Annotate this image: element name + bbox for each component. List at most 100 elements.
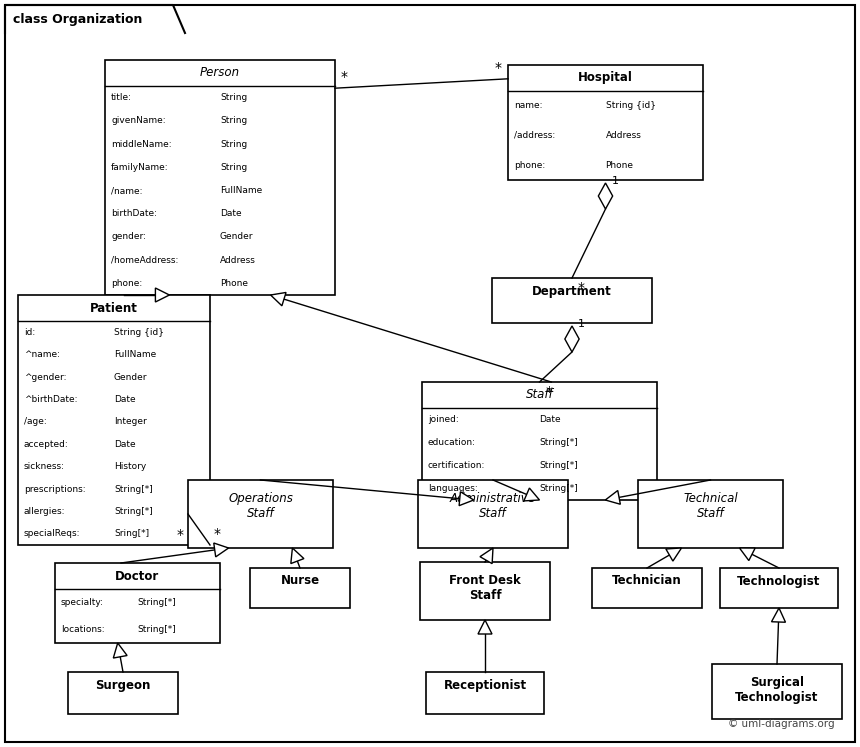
Polygon shape <box>480 548 493 564</box>
Bar <box>638 480 783 548</box>
Text: String: String <box>220 93 248 102</box>
Polygon shape <box>771 608 785 622</box>
Polygon shape <box>214 543 229 557</box>
Text: FullName: FullName <box>114 350 157 359</box>
Polygon shape <box>114 643 127 658</box>
Text: Date: Date <box>114 440 136 449</box>
Text: specialty:: specialty: <box>61 598 104 607</box>
Text: String[*]: String[*] <box>114 485 153 494</box>
Text: Date: Date <box>114 395 136 404</box>
Text: familyName:: familyName: <box>111 163 169 172</box>
Polygon shape <box>271 293 286 306</box>
Text: Phone: Phone <box>220 279 248 288</box>
Text: 1: 1 <box>611 176 618 186</box>
Text: String[*]: String[*] <box>539 461 578 470</box>
Bar <box>420 562 550 620</box>
Text: FullName: FullName <box>220 186 262 195</box>
Text: Doctor: Doctor <box>115 569 160 583</box>
Bar <box>418 480 568 548</box>
Text: String[*]: String[*] <box>138 625 176 634</box>
Text: Patient: Patient <box>90 302 138 314</box>
Text: specialReqs:: specialReqs: <box>24 530 81 539</box>
Text: gender:: gender: <box>111 232 146 241</box>
Text: Date: Date <box>539 415 561 424</box>
Text: Person: Person <box>200 66 240 79</box>
Text: Operations
Staff: Operations Staff <box>228 492 293 520</box>
Bar <box>592 568 702 608</box>
Text: String {id}: String {id} <box>605 102 655 111</box>
Text: birthDate:: birthDate: <box>111 209 157 218</box>
Text: prescriptions:: prescriptions: <box>24 485 86 494</box>
Text: id:: id: <box>24 328 35 337</box>
Polygon shape <box>565 326 579 352</box>
Polygon shape <box>599 183 612 209</box>
Text: ^name:: ^name: <box>24 350 60 359</box>
Bar <box>55 563 220 643</box>
Text: String: String <box>220 163 248 172</box>
Polygon shape <box>156 288 169 302</box>
Polygon shape <box>605 491 620 504</box>
Text: 1: 1 <box>578 319 585 329</box>
Bar <box>720 568 838 608</box>
Text: /address:: /address: <box>514 131 556 140</box>
Polygon shape <box>666 548 681 561</box>
Bar <box>422 382 657 500</box>
Text: Integer: Integer <box>114 418 147 427</box>
Text: locations:: locations: <box>61 625 105 634</box>
Text: String {id}: String {id} <box>114 328 164 337</box>
Text: Front Desk
Staff: Front Desk Staff <box>449 574 521 602</box>
Text: /name:: /name: <box>111 186 143 195</box>
Polygon shape <box>478 620 492 634</box>
Text: Gender: Gender <box>220 232 254 241</box>
Text: Technical
Staff: Technical Staff <box>683 492 738 520</box>
Text: String: String <box>220 117 248 125</box>
Text: Surgeon: Surgeon <box>95 678 150 692</box>
Bar <box>492 278 652 323</box>
Text: languages:: languages: <box>428 484 478 493</box>
Text: Nurse: Nurse <box>280 574 320 587</box>
Polygon shape <box>740 548 755 560</box>
Text: Hospital: Hospital <box>578 72 633 84</box>
Text: *: * <box>214 527 221 541</box>
Polygon shape <box>459 492 474 506</box>
Text: /age:: /age: <box>24 418 46 427</box>
Text: Department: Department <box>532 285 611 297</box>
Text: Administrative
Staff: Administrative Staff <box>450 492 536 520</box>
Text: middleName:: middleName: <box>111 140 172 149</box>
Bar <box>508 65 703 180</box>
Text: givenName:: givenName: <box>111 117 166 125</box>
Bar <box>250 568 350 608</box>
Bar <box>188 480 333 548</box>
Text: History: History <box>114 462 146 471</box>
Text: education:: education: <box>428 438 476 447</box>
Text: accepted:: accepted: <box>24 440 69 449</box>
Bar <box>18 295 210 545</box>
Text: joined:: joined: <box>428 415 458 424</box>
Text: Gender: Gender <box>114 373 148 382</box>
Bar <box>68 672 178 714</box>
Text: class Organization: class Organization <box>13 13 143 25</box>
Text: ^gender:: ^gender: <box>24 373 66 382</box>
Polygon shape <box>291 548 304 563</box>
Text: Technologist: Technologist <box>737 574 820 587</box>
Text: phone:: phone: <box>514 161 545 170</box>
Text: Staff: Staff <box>525 388 553 401</box>
Text: allergies:: allergies: <box>24 507 65 516</box>
Text: sickness:: sickness: <box>24 462 65 471</box>
Text: certification:: certification: <box>428 461 485 470</box>
Text: title:: title: <box>111 93 132 102</box>
Text: /homeAddress:: /homeAddress: <box>111 255 178 264</box>
Bar <box>426 672 544 714</box>
Text: Receptionist: Receptionist <box>444 678 526 692</box>
Text: phone:: phone: <box>111 279 142 288</box>
Text: *: * <box>545 385 552 399</box>
Text: Technician: Technician <box>612 574 682 587</box>
Text: Phone: Phone <box>605 161 634 170</box>
Text: Address: Address <box>220 255 256 264</box>
Text: String[*]: String[*] <box>539 484 578 493</box>
Text: String[*]: String[*] <box>114 507 153 516</box>
Text: Surgical
Technologist: Surgical Technologist <box>735 676 819 704</box>
Text: String: String <box>220 140 248 149</box>
Text: © uml-diagrams.org: © uml-diagrams.org <box>728 719 835 729</box>
Text: Sring[*]: Sring[*] <box>114 530 149 539</box>
